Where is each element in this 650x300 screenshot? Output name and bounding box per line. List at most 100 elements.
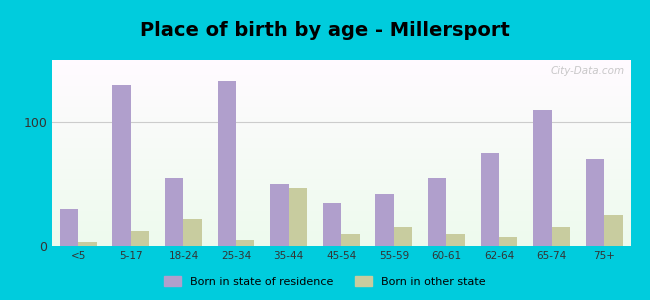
- Text: Place of birth by age - Millersport: Place of birth by age - Millersport: [140, 21, 510, 40]
- Bar: [52, 62, 630, 63]
- Bar: [52, 86, 630, 87]
- Bar: [52, 130, 630, 131]
- Bar: [52, 244, 630, 245]
- Bar: [52, 70, 630, 71]
- Bar: [52, 233, 630, 234]
- Bar: [52, 160, 630, 161]
- Bar: [52, 75, 630, 76]
- Bar: [52, 149, 630, 150]
- Bar: [52, 108, 630, 109]
- Bar: [52, 177, 630, 178]
- Bar: [52, 169, 630, 170]
- Bar: [52, 196, 630, 197]
- Bar: [323, 202, 341, 246]
- Bar: [52, 190, 630, 191]
- Bar: [52, 95, 630, 96]
- Bar: [447, 234, 465, 246]
- Bar: [270, 184, 289, 246]
- Bar: [52, 191, 630, 192]
- Bar: [341, 234, 359, 246]
- Bar: [52, 127, 630, 128]
- Bar: [52, 145, 630, 146]
- Bar: [52, 245, 630, 246]
- Bar: [52, 83, 630, 84]
- Bar: [586, 159, 604, 246]
- Bar: [52, 172, 630, 173]
- Bar: [52, 120, 630, 122]
- Bar: [52, 180, 630, 181]
- Bar: [533, 110, 552, 246]
- Bar: [52, 105, 630, 106]
- Bar: [52, 154, 630, 155]
- Bar: [52, 153, 630, 154]
- Bar: [52, 67, 630, 68]
- Bar: [165, 178, 183, 246]
- Bar: [52, 134, 630, 135]
- Bar: [52, 240, 630, 241]
- Bar: [52, 174, 630, 175]
- Bar: [52, 72, 630, 73]
- Bar: [604, 215, 623, 246]
- Bar: [52, 133, 630, 134]
- Bar: [52, 101, 630, 102]
- Bar: [52, 170, 630, 171]
- Bar: [52, 122, 630, 123]
- Bar: [52, 87, 630, 88]
- Bar: [52, 60, 630, 61]
- Bar: [376, 194, 394, 246]
- Bar: [52, 103, 630, 104]
- Bar: [52, 76, 630, 77]
- Bar: [52, 230, 630, 231]
- Bar: [52, 232, 630, 233]
- Bar: [52, 187, 630, 188]
- Bar: [52, 165, 630, 166]
- Bar: [52, 218, 630, 219]
- Bar: [52, 220, 630, 221]
- Bar: [52, 116, 630, 117]
- Bar: [52, 137, 630, 138]
- Bar: [52, 241, 630, 242]
- Bar: [52, 164, 630, 165]
- Bar: [52, 129, 630, 130]
- Bar: [52, 123, 630, 124]
- Bar: [52, 64, 630, 66]
- Bar: [52, 239, 630, 240]
- Bar: [52, 183, 630, 184]
- Bar: [52, 119, 630, 120]
- Bar: [52, 216, 630, 217]
- Bar: [52, 139, 630, 140]
- Bar: [52, 77, 630, 78]
- Bar: [52, 114, 630, 115]
- Bar: [52, 125, 630, 126]
- Bar: [52, 181, 630, 182]
- Bar: [52, 171, 630, 172]
- Bar: [52, 117, 630, 118]
- Legend: Born in state of residence, Born in other state: Born in state of residence, Born in othe…: [160, 272, 490, 291]
- Bar: [52, 210, 630, 211]
- Bar: [52, 102, 630, 103]
- Bar: [52, 208, 630, 209]
- Bar: [52, 209, 630, 210]
- Bar: [52, 106, 630, 107]
- Bar: [52, 161, 630, 162]
- Bar: [52, 235, 630, 236]
- Bar: [52, 224, 630, 225]
- Bar: [52, 156, 630, 157]
- Bar: [52, 188, 630, 189]
- Bar: [52, 243, 630, 244]
- Bar: [52, 202, 630, 203]
- Bar: [52, 63, 630, 64]
- Bar: [52, 84, 630, 85]
- Bar: [428, 178, 447, 246]
- Bar: [52, 143, 630, 144]
- Bar: [52, 131, 630, 132]
- Bar: [52, 66, 630, 67]
- Bar: [52, 138, 630, 139]
- Bar: [52, 219, 630, 220]
- Bar: [52, 104, 630, 105]
- Bar: [52, 175, 630, 176]
- Bar: [52, 221, 630, 222]
- Bar: [52, 113, 630, 114]
- Bar: [52, 94, 630, 95]
- Bar: [52, 238, 630, 239]
